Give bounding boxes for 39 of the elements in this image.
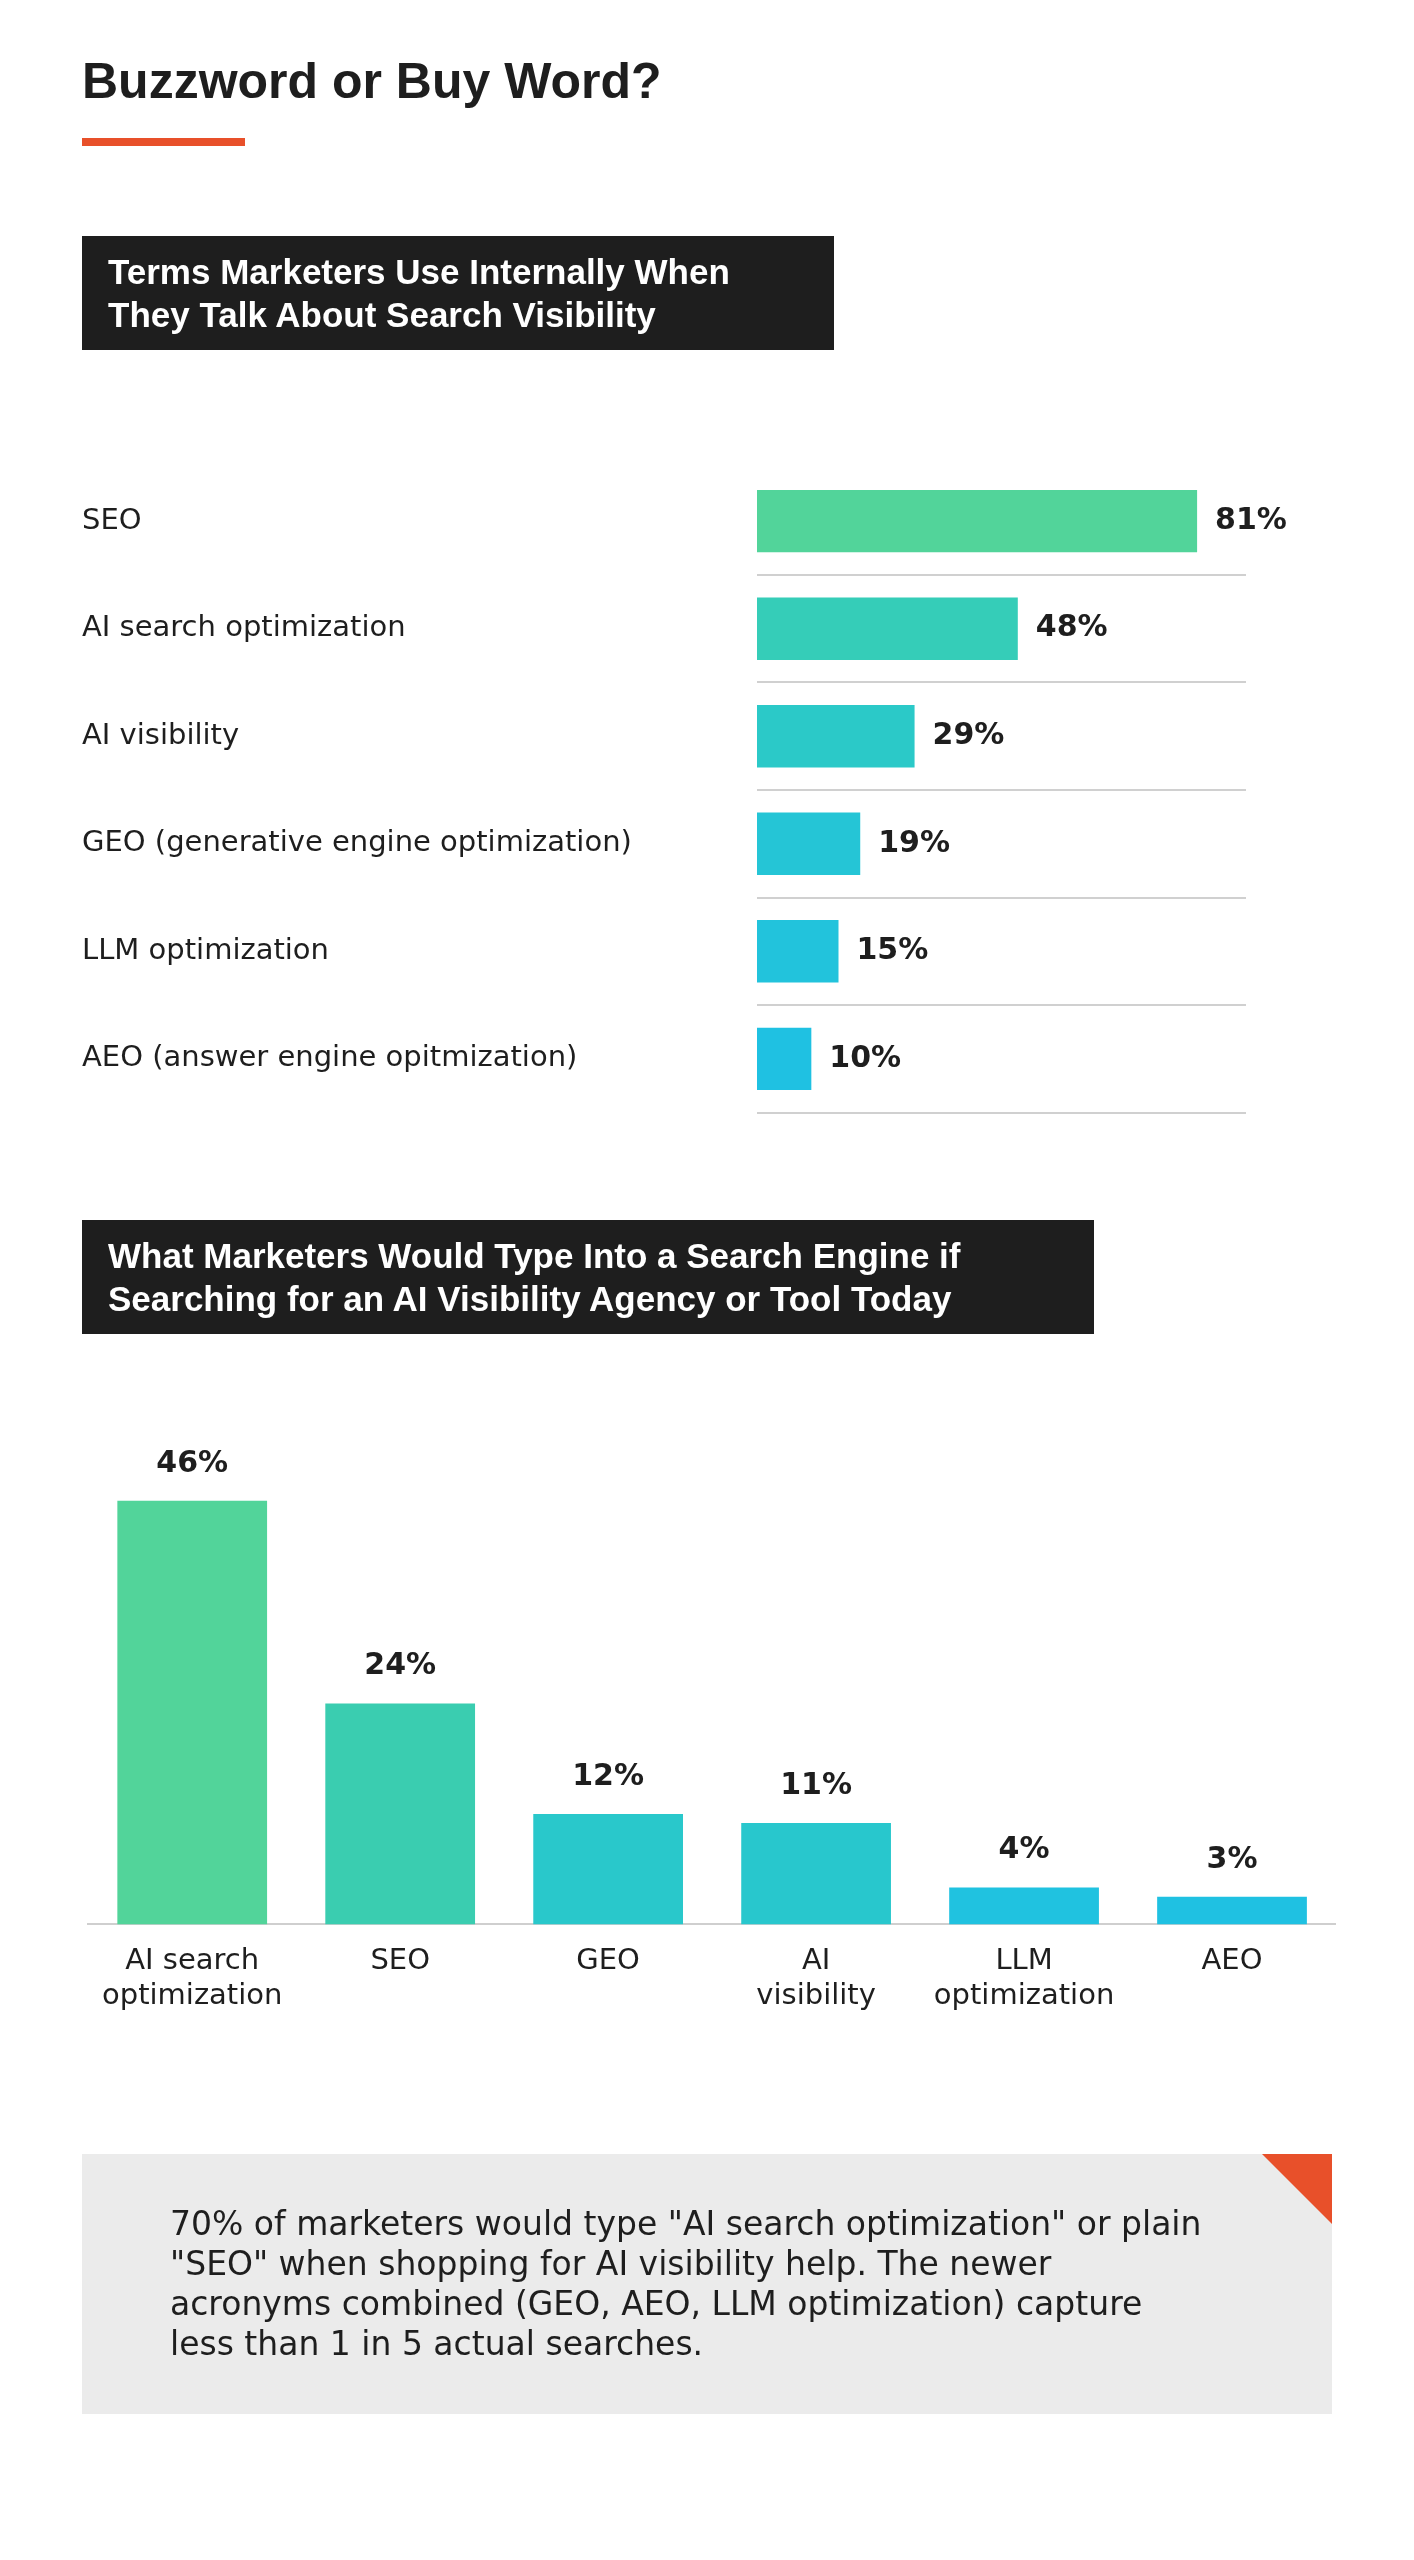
bar [757,1027,812,1091]
text: Terms Marketers Use Internally When They Talk About Search Visibility [82,236,834,350]
x-tick-label: SEO [370,1942,430,1977]
bar [1157,1896,1307,1925]
x-tick-label: AEO [1201,1942,1263,1977]
data-label: 48% [1035,608,1108,644]
y-tick-label: AI search optimization [82,609,406,644]
data-label: 11% [780,1765,852,1801]
data-label: 3% [1206,1839,1258,1875]
bar [757,489,1198,553]
bar [325,1703,476,1925]
y-tick-label: AI visibility [82,716,240,751]
data-label: 24% [364,1646,437,1682]
x-tick-label: GEO [576,1942,640,1977]
data-label: 29% [932,716,1005,752]
y-tick-label: AEO (answer engine opitmization) [82,1039,578,1074]
text: 70% of marketers would type "AI search optimization" or plain "SEO" when shopping for AI visibility help. The newer acronyms combined (GEO, AEO, LLM optimization) capture less than 1 in 5 actual searches. [170,2204,1203,2364]
x-tick-label: AI visibility [756,1942,876,2012]
bar [117,1500,268,1925]
data-label: 4% [998,1830,1050,1866]
data-label: 12% [572,1756,645,1792]
data-label: 15% [856,931,929,967]
chart-title: What Marketers Would Type Into a Search Engine if Searching for an AI Visibility Agency or Tool Today [82,1220,1094,1334]
chart-title: Buzzword or Buy Word? [82,52,663,110]
bar [533,1813,683,1925]
bar [757,920,839,983]
y-tick-label: LLM optimization [82,931,329,966]
y-tick-label: GEO (generative engine optimization) [82,824,632,859]
bar [949,1887,1099,1925]
y-tick-label: SEO [82,501,142,536]
bar [741,1823,891,1925]
data-label: 19% [878,823,951,859]
data-label: 46% [156,1443,229,1479]
x-tick-label: LLM optimization [933,1942,1115,2012]
data-label: 81% [1215,500,1287,536]
bar [757,812,861,875]
bar [757,705,915,768]
bar [757,597,1018,660]
data-label: 10% [829,1038,902,1074]
